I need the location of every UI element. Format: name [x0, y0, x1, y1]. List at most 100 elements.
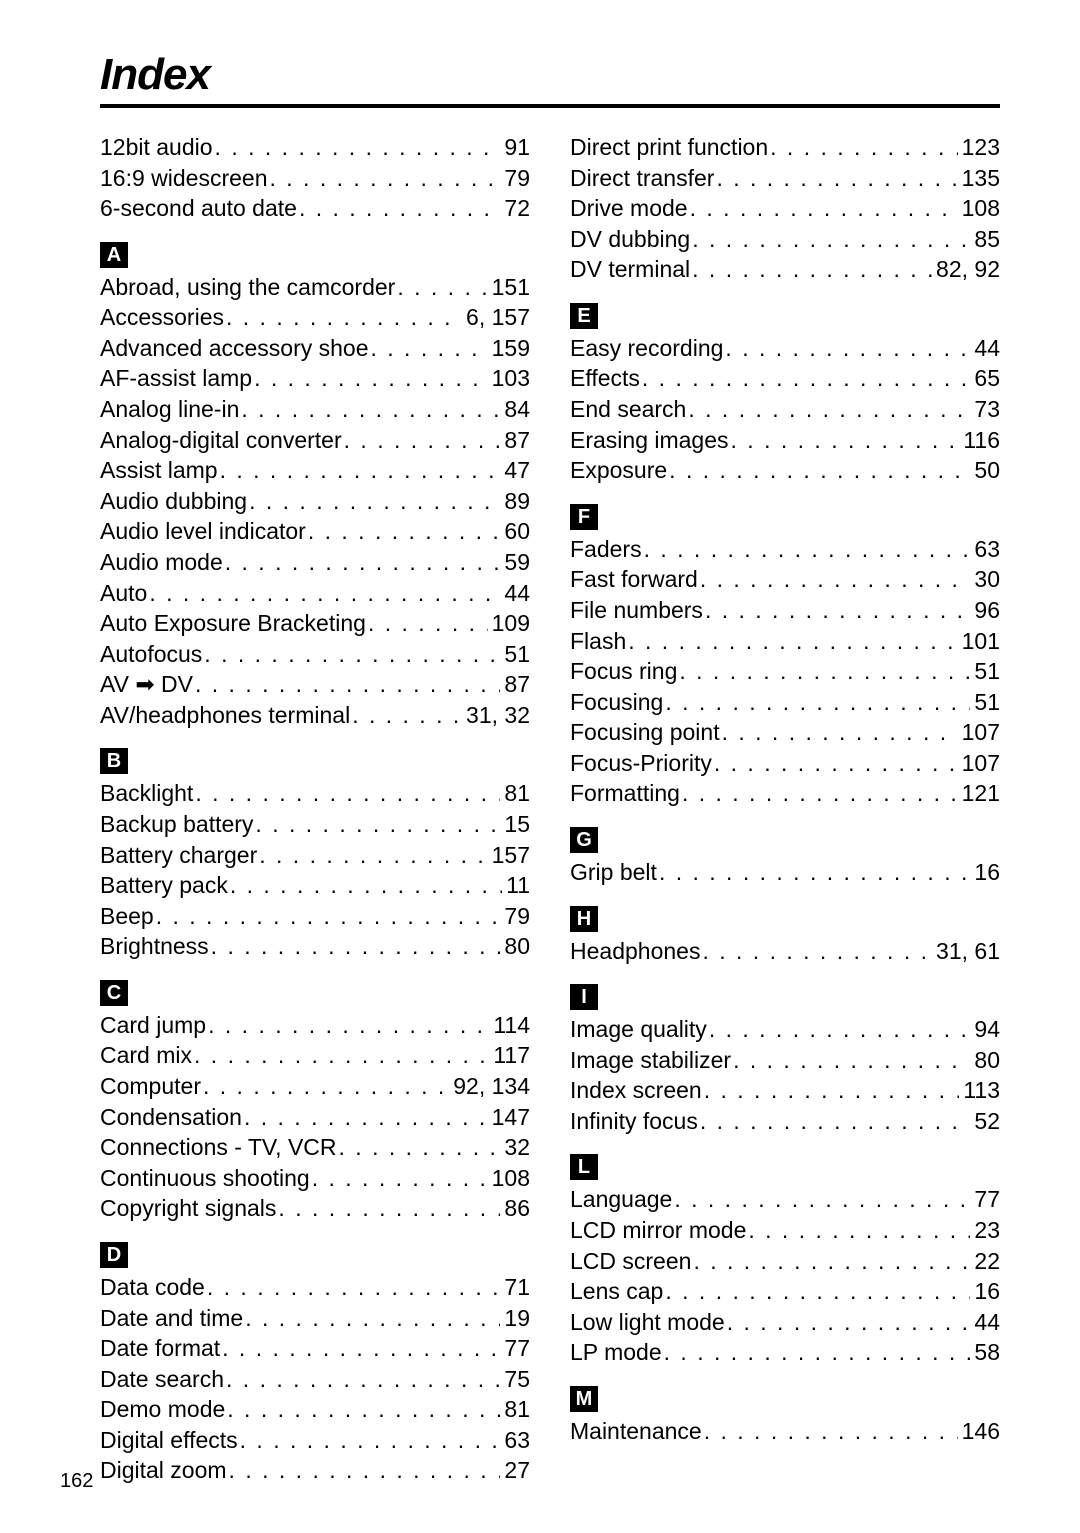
entry-term: DV dubbing [570, 224, 690, 255]
entry-page: 51 [970, 656, 1000, 687]
entry-dots [204, 639, 500, 670]
index-entry: Accessories6, 157 [100, 302, 530, 333]
entry-dots [693, 1246, 970, 1277]
entry-dots [669, 455, 970, 486]
index-entry: 16:9 widescreen79 [100, 163, 530, 194]
entry-dots [722, 717, 958, 748]
entry-page: 51 [500, 639, 530, 670]
entry-page: 11 [502, 870, 530, 901]
entry-page: 82, 92 [932, 254, 1000, 285]
entry-page: 92, 134 [449, 1071, 530, 1102]
entry-page: 80 [970, 1045, 1000, 1076]
entry-term: Abroad, using the camcorder [100, 272, 395, 303]
entry-term: Analog-digital converter [100, 425, 342, 456]
entry-dots [352, 700, 462, 731]
entry-page: 75 [500, 1364, 530, 1395]
entry-dots [244, 1102, 488, 1133]
entry-term: Demo mode [100, 1394, 225, 1425]
entry-dots [733, 1045, 970, 1076]
entry-term: File numbers [570, 595, 703, 626]
entry-page: 103 [488, 363, 530, 394]
index-entry: Digital zoom27 [100, 1455, 530, 1486]
entry-term: AV/headphones terminal [100, 700, 350, 731]
index-entry: Exposure50 [570, 455, 1000, 486]
section-letter: G [570, 827, 598, 853]
entry-page: 84 [500, 394, 530, 425]
entry-dots [245, 1303, 500, 1334]
index-entry: Backlight81 [100, 778, 530, 809]
entry-dots [195, 778, 500, 809]
entry-page: 71 [500, 1272, 530, 1303]
entry-dots [226, 1364, 500, 1395]
section-letter: C [100, 980, 128, 1006]
page-title: Index [100, 50, 1000, 108]
index-columns: 12bit audio9116:9 widescreen796-second a… [100, 132, 1000, 1486]
entry-dots [149, 578, 500, 609]
entry-dots [709, 1014, 971, 1045]
entry-term: Accessories [100, 302, 224, 333]
index-entry: Direct transfer135 [570, 163, 1000, 194]
entry-page: 44 [970, 333, 1000, 364]
entry-dots [704, 1075, 960, 1106]
entry-term: Continuous shooting [100, 1163, 310, 1194]
entry-dots [674, 1184, 970, 1215]
index-entry: Data code71 [100, 1272, 530, 1303]
index-entry: Battery charger157 [100, 840, 530, 871]
entry-page: 146 [958, 1416, 1000, 1447]
entry-term: Backup battery [100, 809, 253, 840]
entry-page: 85 [970, 224, 1000, 255]
entry-term: Formatting [570, 778, 680, 809]
entry-dots [371, 333, 488, 364]
entry-dots [725, 333, 970, 364]
entry-term: Card jump [100, 1010, 206, 1041]
index-entry: Index screen113 [570, 1075, 1000, 1106]
index-entry: Maintenance146 [570, 1416, 1000, 1447]
entry-term: Focusing [570, 687, 663, 718]
entry-page: 87 [500, 669, 530, 700]
entry-page: 19 [500, 1303, 530, 1334]
section-letter: A [100, 242, 128, 268]
index-entry: Date search 75 [100, 1364, 530, 1395]
entry-page: 87 [500, 425, 530, 456]
entry-dots [692, 224, 970, 255]
entry-dots [259, 840, 487, 871]
index-entry: DV terminal82, 92 [570, 254, 1000, 285]
entry-dots [679, 656, 970, 687]
index-entry: File numbers96 [570, 595, 1000, 626]
entry-dots [690, 193, 958, 224]
entry-dots [207, 1272, 501, 1303]
entry-page: 50 [970, 455, 1000, 486]
index-entry: Focus ring51 [570, 656, 1000, 687]
section-letter: B [100, 748, 128, 774]
entry-term: LP mode [570, 1337, 662, 1368]
index-entry: Assist lamp47 [100, 455, 530, 486]
entry-dots [664, 1337, 971, 1368]
index-entry: Audio dubbing89 [100, 486, 530, 517]
entry-term: End search [570, 394, 686, 425]
entry-term: LCD screen [570, 1246, 691, 1277]
entry-page: 63 [500, 1425, 530, 1456]
entry-term: Backlight [100, 778, 193, 809]
entry-dots [716, 163, 957, 194]
entry-term: Copyright signals [100, 1193, 276, 1224]
section-letter: D [100, 1242, 128, 1268]
entry-term: Image quality [570, 1014, 707, 1045]
entry-page: 63 [970, 534, 1000, 565]
index-entry: Date and time19 [100, 1303, 530, 1334]
entry-dots [692, 254, 932, 285]
entry-term: Connections - TV, VCR [100, 1132, 337, 1163]
index-entry: Audio mode59 [100, 547, 530, 578]
entry-term: Infinity focus [570, 1106, 698, 1137]
section-letter: I [570, 984, 598, 1010]
entry-term: Focusing point [570, 717, 720, 748]
entry-dots [156, 901, 501, 932]
entry-page: 44 [970, 1307, 1000, 1338]
entry-page: 101 [958, 626, 1000, 657]
index-entry: LP mode58 [570, 1337, 1000, 1368]
entry-page: 73 [970, 394, 1000, 425]
entry-dots [240, 1425, 501, 1456]
entry-page: 60 [500, 516, 530, 547]
entry-page: 31, 32 [462, 700, 530, 731]
entry-dots [665, 1276, 970, 1307]
entry-term: Date search [100, 1364, 224, 1395]
